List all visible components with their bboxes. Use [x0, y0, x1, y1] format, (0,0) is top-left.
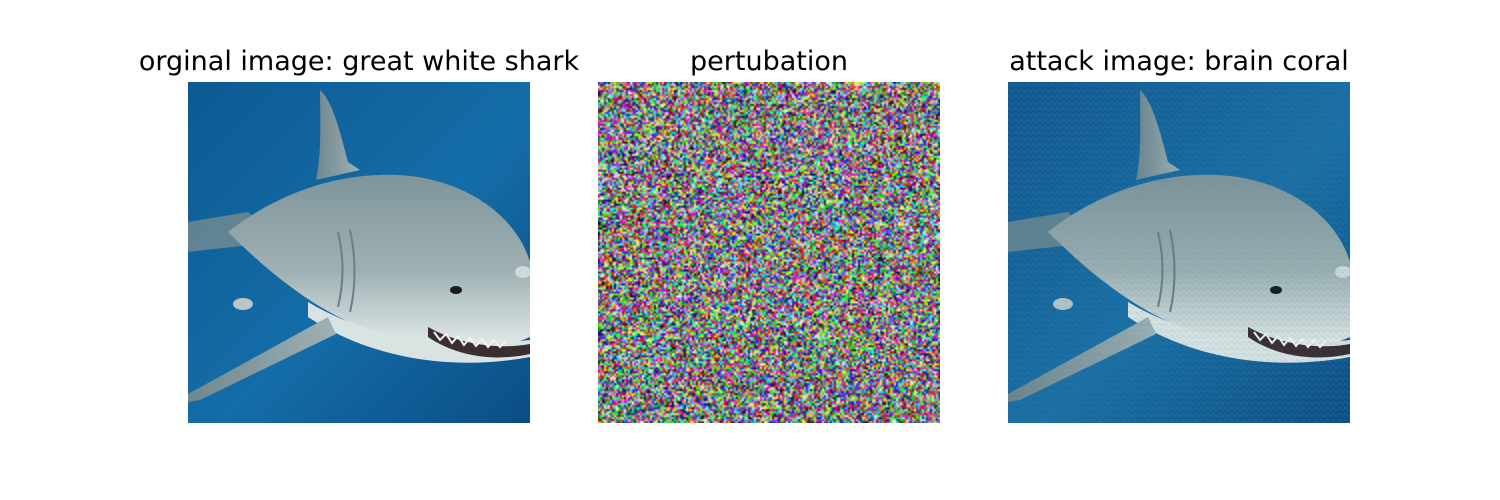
- perturbation-noise-canvas: [598, 82, 940, 423]
- original-shark-image: [188, 82, 530, 423]
- attack-shark-illustration: [1008, 82, 1350, 423]
- attack-shark-image: [1008, 82, 1350, 423]
- perturbation-noise-image: [598, 82, 940, 423]
- original-image-title: orginal image: great white shark: [138, 46, 580, 77]
- attack-image-title: attack image: brain coral: [1009, 46, 1349, 77]
- original-shark-illustration: [188, 82, 530, 423]
- perturbation-title: pertubation: [690, 46, 848, 77]
